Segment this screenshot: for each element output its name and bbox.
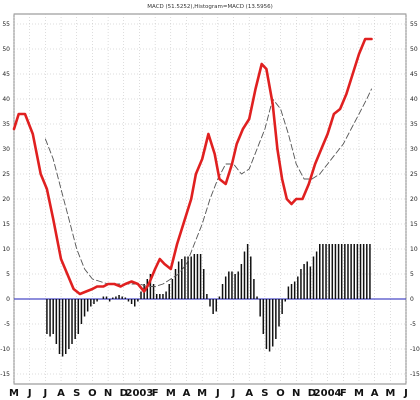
y-tick-label-right: 35: [410, 121, 418, 128]
x-tick-label: N: [292, 388, 300, 399]
x-tick-label: D: [308, 388, 316, 399]
x-tick-label: F: [340, 388, 347, 399]
x-tick-label: A: [371, 388, 379, 399]
x-tick-label: M: [197, 388, 207, 399]
signal-line-layer: [44, 88, 372, 287]
x-tick-label: A: [245, 388, 253, 399]
y-tick-label-left: 10: [2, 246, 10, 253]
y-tick-label-left: -15: [0, 371, 10, 378]
y-tick-label-left: 20: [2, 196, 10, 203]
x-tick-label: M: [9, 388, 19, 399]
x-tick-label: S: [261, 388, 268, 399]
y-tick-label-right: 55: [410, 21, 418, 28]
y-tick-label-left: 30: [2, 146, 10, 153]
x-tick-label: M: [385, 388, 395, 399]
y-tick-label-right: 15: [410, 221, 418, 228]
y-tick-label-left: 0: [6, 296, 10, 303]
macd-line-layer: [12, 37, 373, 296]
y-tick-label-right: 0: [410, 296, 414, 303]
macd-line: [12, 37, 373, 296]
x-tick-label: J: [403, 388, 408, 399]
y-tick-label-right: 40: [410, 96, 418, 103]
y-tick-label-right: 30: [410, 146, 418, 153]
y-tick-label-right: -15: [410, 371, 420, 378]
x-tick-label: M: [354, 388, 364, 399]
y-tick-label-right: -10: [410, 346, 420, 353]
y-tick-label-left: 55: [2, 21, 10, 28]
y-tick-label-left: 15: [2, 221, 10, 228]
y-tick-label-left: 45: [2, 71, 10, 78]
x-tick-label: O: [276, 388, 285, 399]
x-tick-label: S: [73, 388, 80, 399]
y-tick-label-right: 5: [410, 271, 414, 278]
y-tick-label-left: -5: [4, 321, 10, 328]
y-tick-label-left: 40: [2, 96, 10, 103]
x-tick-label: A: [183, 388, 191, 399]
x-tick-label: 2003: [126, 388, 154, 399]
x-tick-label: 2004: [314, 388, 342, 399]
x-tick-label: J: [42, 388, 47, 399]
x-tick-label: N: [104, 388, 112, 399]
chart-title: MACD (51.5252),Histogram=MACD (13.5956): [147, 4, 272, 10]
y-tick-label-left: 35: [2, 121, 10, 128]
x-tick-label: J: [27, 388, 32, 399]
x-tick-label: D: [120, 388, 128, 399]
y-tick-label-left: 25: [2, 171, 10, 178]
y-tick-label-right: 50: [410, 46, 418, 53]
y-tick-label-left: 5: [6, 271, 10, 278]
y-axis-right: -15 -10 -5 0 5 10 15 20 25 30 35 40 45 50 55: [410, 21, 420, 378]
plot-area: [12, 13, 407, 385]
x-tick-label: J: [215, 388, 220, 399]
signal-line: [44, 88, 372, 287]
y-tick-label-left: 50: [2, 46, 10, 53]
x-tick-label: F: [152, 388, 159, 399]
y-tick-label-right: 10: [410, 246, 418, 253]
y-tick-label-right: 20: [410, 196, 418, 203]
y-tick-label-right: 45: [410, 71, 418, 78]
x-tick-label: O: [88, 388, 97, 399]
histogram-bars: [46, 244, 371, 357]
y-tick-label-left: -10: [0, 346, 10, 353]
x-tick-label: A: [57, 388, 65, 399]
y-tick-label-right: 25: [410, 171, 418, 178]
x-tick-label: M: [166, 388, 176, 399]
x-tick-label: J: [231, 388, 236, 399]
y-tick-label-right: -5: [410, 321, 416, 328]
y-axis-left: -15 -10 -5 0 5 10 15 20 25 30 35 40 45 50 55: [0, 21, 10, 378]
